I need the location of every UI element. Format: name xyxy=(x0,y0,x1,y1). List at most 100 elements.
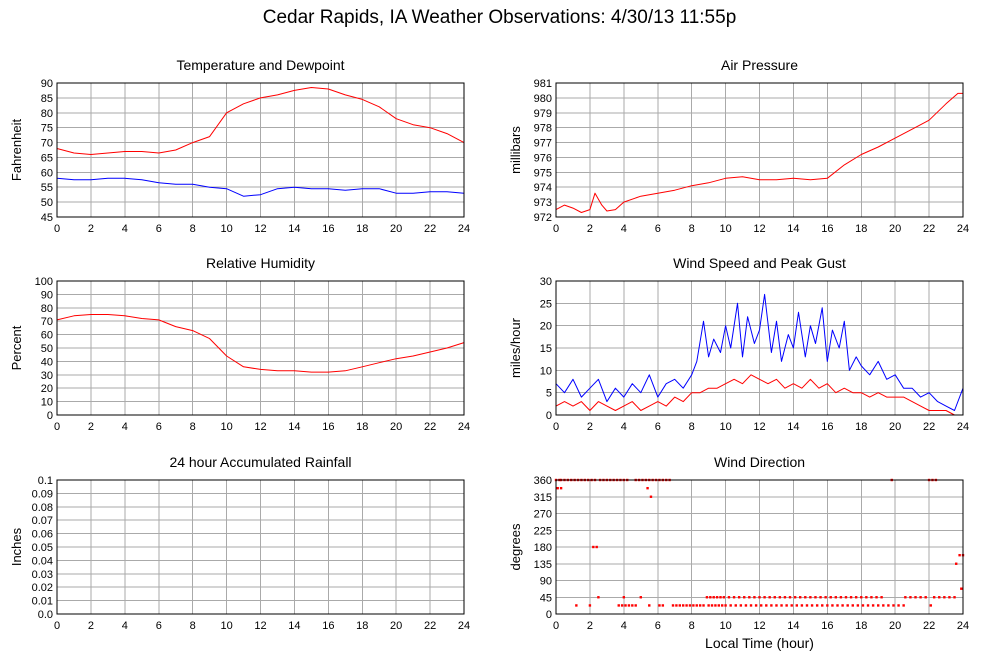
x-tick-label: 2 xyxy=(587,223,593,235)
y-tick-label: 65 xyxy=(41,152,53,164)
x-axis-label: Local Time (hour) xyxy=(705,635,814,651)
y-axis-label: miles/hour xyxy=(508,317,523,378)
y-tick-label: 40 xyxy=(41,356,53,368)
y-tick-label: 0.08 xyxy=(32,502,53,514)
y-tick-label: 979 xyxy=(534,108,552,120)
data-point xyxy=(955,562,958,565)
data-point xyxy=(793,596,797,599)
data-point xyxy=(783,596,787,599)
x-tick-label: 0 xyxy=(54,620,60,632)
data-point xyxy=(914,596,917,599)
y-tick-label: 270 xyxy=(534,509,552,521)
data-point xyxy=(734,604,737,607)
data-point xyxy=(809,596,812,599)
y-tick-label: 180 xyxy=(534,542,552,554)
data-point xyxy=(702,604,705,607)
data-point xyxy=(759,604,763,607)
series-line-1 xyxy=(56,314,465,373)
x-tick-label: 2 xyxy=(587,620,593,632)
x-tick-label: 16 xyxy=(821,620,833,632)
page-title: Cedar Rapids, IA Weather Observations: 4… xyxy=(262,7,737,28)
y-tick-label: 0.02 xyxy=(32,582,53,594)
data-point xyxy=(861,604,865,607)
plot-frame xyxy=(56,82,465,218)
y-axis-label: millibars xyxy=(508,126,523,174)
data-point xyxy=(692,604,695,607)
data-point xyxy=(841,604,844,607)
series-line-1 xyxy=(555,92,963,213)
x-tick-label: 24 xyxy=(957,620,969,632)
series-line-2 xyxy=(56,177,465,197)
x-tick-label: 0 xyxy=(54,421,60,433)
data-point xyxy=(799,596,802,599)
y-axis-label: degrees xyxy=(508,523,523,570)
data-point xyxy=(737,596,741,599)
y-tick-label: 976 xyxy=(534,152,552,164)
x-tick-label: 22 xyxy=(424,223,436,235)
plot-frame xyxy=(555,82,964,218)
x-tick-label: 14 xyxy=(288,223,300,235)
data-point xyxy=(698,604,702,607)
y-tick-label: 0 xyxy=(546,609,552,621)
data-point xyxy=(948,596,951,599)
y-tick-label: 90 xyxy=(540,576,552,588)
y-tick-label: 0.01 xyxy=(32,596,53,608)
x-tick-label: 16 xyxy=(322,620,334,632)
y-tick-label: 981 xyxy=(534,78,552,90)
data-point xyxy=(681,604,685,607)
data-point xyxy=(719,596,722,599)
y-tick-label: 0.03 xyxy=(32,569,53,581)
y-tick-label: 0.06 xyxy=(32,529,53,541)
data-point xyxy=(844,596,848,599)
data-point xyxy=(839,596,843,599)
data-point xyxy=(724,604,727,607)
y-tick-label: 972 xyxy=(534,212,552,224)
x-tick-label: 6 xyxy=(655,223,661,235)
data-point xyxy=(765,604,768,607)
y-tick-label: 973 xyxy=(534,197,552,209)
data-point xyxy=(710,604,714,607)
y-tick-label: 60 xyxy=(41,330,53,342)
x-tick-label: 2 xyxy=(587,421,593,433)
x-tick-label: 4 xyxy=(621,223,627,235)
x-tick-label: 10 xyxy=(220,421,232,433)
data-point xyxy=(849,596,853,599)
data-point xyxy=(819,596,822,599)
data-point xyxy=(695,604,698,607)
series-line-1 xyxy=(555,293,964,411)
data-point xyxy=(773,596,776,599)
y-tick-label: 90 xyxy=(41,78,53,90)
y-tick-label: 0.09 xyxy=(32,488,53,500)
x-tick-label: 8 xyxy=(190,620,196,632)
x-tick-label: 2 xyxy=(88,421,94,433)
x-tick-label: 24 xyxy=(458,620,470,632)
y-tick-label: 0 xyxy=(47,410,53,422)
chart-title: Wind Direction xyxy=(714,454,805,470)
data-point xyxy=(559,486,563,490)
x-tick-label: 0 xyxy=(54,223,60,235)
plot-frame xyxy=(555,479,964,615)
data-point xyxy=(661,604,665,607)
data-point xyxy=(671,604,675,607)
x-tick-label: 22 xyxy=(424,620,436,632)
data-point xyxy=(805,604,809,607)
chart-title: Air Pressure xyxy=(721,57,798,73)
data-point xyxy=(854,596,858,599)
data-point xyxy=(754,604,758,607)
x-tick-label: 6 xyxy=(156,620,162,632)
y-tick-label: 85 xyxy=(41,93,53,105)
y-tick-label: 15 xyxy=(540,343,552,355)
data-point xyxy=(800,604,804,607)
y-tick-label: 60 xyxy=(41,167,53,179)
x-tick-label: 18 xyxy=(855,223,867,235)
data-point xyxy=(709,596,712,599)
x-tick-label: 12 xyxy=(753,223,765,235)
data-point xyxy=(744,604,748,607)
x-tick-label: 4 xyxy=(621,620,627,632)
x-tick-label: 8 xyxy=(689,421,695,433)
data-point xyxy=(851,604,854,607)
data-point xyxy=(685,604,688,607)
x-tick-label: 0 xyxy=(553,421,559,433)
data-point xyxy=(707,604,710,607)
